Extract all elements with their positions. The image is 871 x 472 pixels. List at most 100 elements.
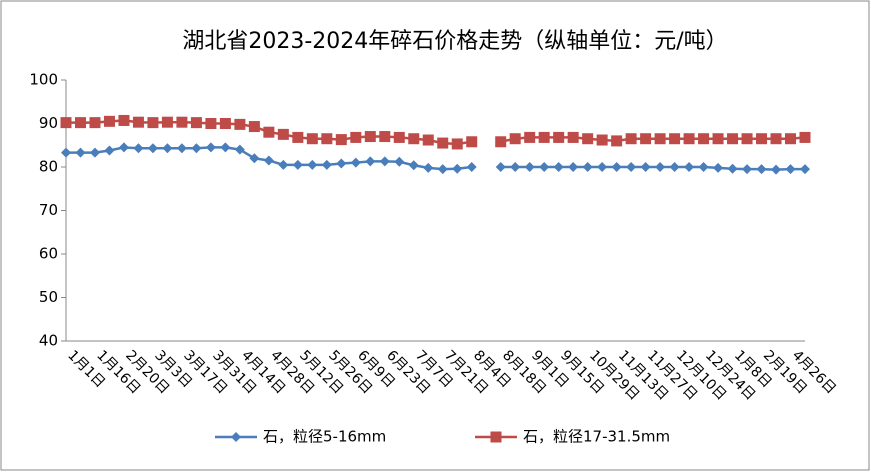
marker xyxy=(669,133,681,145)
marker xyxy=(553,162,564,172)
marker xyxy=(466,136,478,148)
marker xyxy=(277,128,289,140)
y-tick-label: 80 xyxy=(39,158,58,176)
marker xyxy=(451,138,463,150)
marker xyxy=(408,133,420,145)
marker xyxy=(727,163,738,174)
marker xyxy=(292,159,303,170)
marker xyxy=(234,118,246,130)
marker xyxy=(495,136,507,148)
marker xyxy=(683,133,695,145)
marker xyxy=(640,133,652,145)
marker xyxy=(437,164,448,175)
marker xyxy=(61,147,71,158)
marker xyxy=(350,131,362,143)
marker xyxy=(74,117,86,129)
y-tick-label: 90 xyxy=(39,114,58,132)
marker xyxy=(698,162,709,172)
marker xyxy=(771,164,782,175)
marker xyxy=(248,121,260,133)
y-tick-label: 40 xyxy=(39,332,58,350)
marker xyxy=(539,162,550,172)
marker xyxy=(162,143,173,154)
marker xyxy=(625,133,637,145)
marker xyxy=(307,159,318,170)
marker xyxy=(364,131,376,143)
marker xyxy=(800,164,810,175)
marker xyxy=(176,116,188,128)
marker xyxy=(161,116,173,128)
marker xyxy=(292,131,304,143)
marker xyxy=(597,162,608,172)
marker xyxy=(756,133,768,145)
y-tick-label: 60 xyxy=(39,245,58,263)
y-tick-label: 100 xyxy=(29,71,58,89)
marker xyxy=(756,164,767,175)
marker xyxy=(336,158,347,169)
marker xyxy=(118,142,129,153)
marker xyxy=(713,162,724,173)
marker xyxy=(423,162,434,173)
marker xyxy=(640,162,651,172)
marker xyxy=(785,133,797,145)
marker xyxy=(490,431,502,443)
marker xyxy=(321,159,332,170)
marker xyxy=(799,131,811,143)
marker xyxy=(669,162,680,172)
marker xyxy=(234,144,245,155)
marker xyxy=(452,163,463,174)
marker xyxy=(741,133,753,145)
marker xyxy=(205,118,217,129)
marker xyxy=(684,162,695,172)
marker xyxy=(495,162,506,172)
marker xyxy=(147,143,158,154)
marker xyxy=(437,137,449,149)
marker xyxy=(350,157,361,168)
marker xyxy=(553,131,565,143)
legend-label: 石，粒径5-16mm xyxy=(263,428,386,446)
marker xyxy=(379,156,390,167)
marker xyxy=(654,133,666,145)
marker xyxy=(60,117,72,129)
marker xyxy=(306,133,318,145)
marker xyxy=(89,117,101,129)
marker xyxy=(335,134,347,146)
marker xyxy=(263,126,275,138)
marker xyxy=(596,134,608,146)
y-tick-label: 50 xyxy=(39,288,58,306)
marker xyxy=(365,156,376,167)
marker xyxy=(190,117,202,129)
marker xyxy=(785,164,796,175)
marker xyxy=(611,135,623,147)
marker xyxy=(727,133,739,145)
marker xyxy=(219,118,231,129)
marker xyxy=(89,147,100,158)
marker xyxy=(75,147,86,158)
marker xyxy=(205,142,216,153)
marker xyxy=(466,162,477,172)
marker xyxy=(321,133,333,145)
marker xyxy=(379,131,391,143)
marker xyxy=(104,145,115,156)
marker xyxy=(567,131,579,143)
marker xyxy=(509,133,521,145)
marker xyxy=(524,162,535,172)
chart-title: 湖北省2023-2024年碎石价格走势（纵轴单位：元/吨） xyxy=(182,29,727,54)
marker xyxy=(742,164,753,175)
legend-label: 石，粒径17-31.5mm xyxy=(523,428,670,446)
marker xyxy=(611,162,622,172)
marker xyxy=(538,131,550,143)
marker xyxy=(191,143,202,154)
marker xyxy=(626,162,637,172)
marker xyxy=(394,156,405,167)
marker xyxy=(176,143,187,154)
marker xyxy=(712,133,724,145)
marker xyxy=(133,143,144,154)
marker xyxy=(510,162,521,172)
marker xyxy=(147,117,159,129)
marker xyxy=(698,133,710,145)
marker xyxy=(524,131,536,143)
marker xyxy=(582,133,594,145)
marker xyxy=(655,162,666,172)
